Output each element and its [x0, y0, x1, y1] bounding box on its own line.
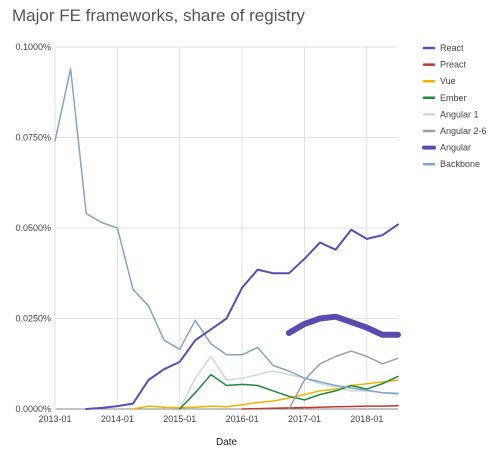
legend-label: Preact	[440, 60, 467, 70]
x-tick-label: 2016-01	[226, 414, 259, 424]
y-tick-label: 0.0000%	[15, 404, 51, 414]
legend-label: React	[440, 43, 464, 53]
x-tick-label: 2013-01	[38, 414, 71, 424]
x-tick-label: 2014-01	[101, 414, 134, 424]
x-tick-label: 2018-01	[350, 414, 383, 424]
series-line-react	[85, 223, 399, 410]
legend-label: Backbone	[440, 159, 480, 169]
x-axis-title: Date	[216, 437, 238, 448]
legend-label: Ember	[440, 93, 467, 103]
y-tick-label: 0.1000%	[15, 42, 51, 52]
legend-label: Angular	[440, 143, 471, 153]
legend-label: Angular 2-6	[440, 126, 487, 136]
series-line-vue	[132, 379, 399, 410]
x-tick-label: 2017-01	[288, 414, 321, 424]
y-tick-label: 0.0500%	[15, 223, 51, 233]
series-line-preact	[241, 404, 399, 410]
series-line-backbone	[54, 67, 399, 395]
legend-label: Vue	[440, 76, 456, 86]
series-line-angular-2-6	[288, 350, 399, 410]
y-tick-label: 0.0750%	[15, 133, 51, 143]
y-tick-label: 0.0250%	[15, 314, 51, 324]
legend-label: Angular 1	[440, 109, 479, 119]
series-line-ember	[178, 373, 399, 410]
x-tick-label: 2015-01	[163, 414, 196, 424]
chart-title: Major FE frameworks, share of registry	[12, 6, 305, 25]
series-line-angular-1	[178, 355, 399, 410]
series-line-angular	[285, 313, 401, 338]
